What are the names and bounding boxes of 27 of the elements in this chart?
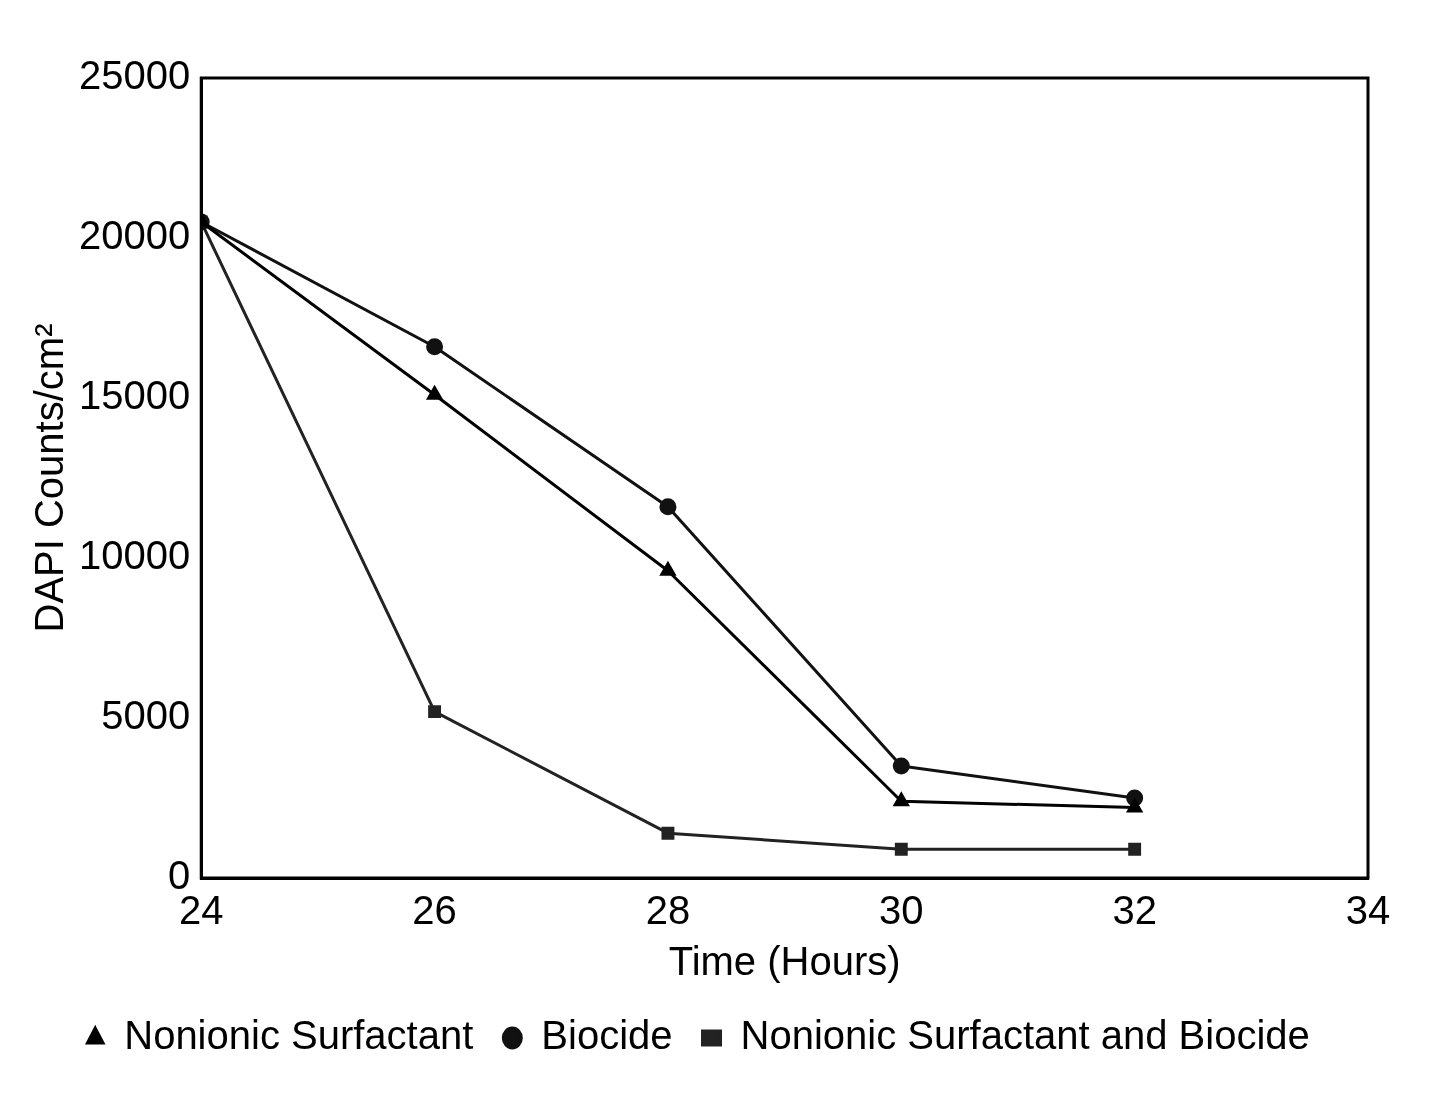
legend-label: Nonionic Surfactant	[124, 1013, 474, 1058]
legend-label: Nonionic Surfactant and Biocide	[740, 1013, 1310, 1058]
x-tick-label: 30	[879, 888, 924, 933]
y-tick-label: 5000	[101, 693, 191, 738]
y-tick-label: 10000	[79, 533, 191, 578]
point	[1128, 842, 1142, 856]
point	[426, 338, 444, 356]
point	[892, 757, 910, 775]
point	[894, 842, 908, 856]
x-axis-title: Time (Hours)	[668, 939, 901, 984]
point	[661, 826, 675, 840]
x-tick-label: 26	[412, 888, 457, 933]
x-tick-label: 34	[1345, 888, 1391, 933]
y-axis-title: DAPI Counts/cm²	[27, 323, 72, 633]
point	[427, 386, 443, 400]
y-tick-label: 25000	[79, 53, 191, 98]
point	[1127, 799, 1143, 813]
point	[659, 498, 677, 516]
x-tick-label: 24	[178, 888, 224, 933]
point	[660, 562, 676, 576]
y-tick-label: 20000	[79, 213, 191, 258]
legend-label: Biocide	[541, 1013, 673, 1058]
x-tick-label: 32	[1112, 888, 1157, 933]
x-tick-label: 28	[645, 888, 691, 933]
point	[893, 792, 909, 807]
point	[428, 705, 442, 719]
y-tick-label: 15000	[79, 373, 191, 418]
